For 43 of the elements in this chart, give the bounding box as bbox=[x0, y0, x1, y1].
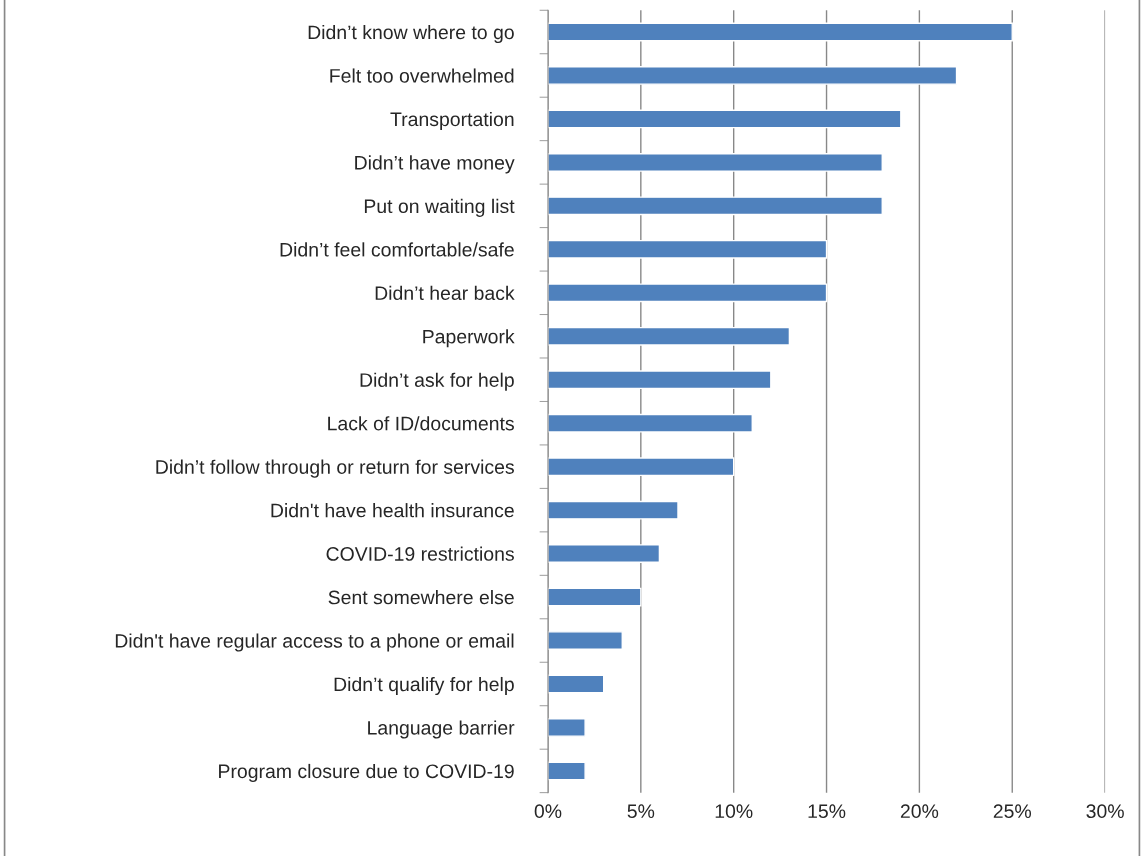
bar bbox=[547, 500, 679, 520]
x-tick-label: 15% bbox=[808, 804, 846, 819]
y-tick-label: Didn’t hear back bbox=[375, 285, 515, 301]
y-tick-label: Didn't have regular access to a phone or email bbox=[115, 633, 514, 652]
bar bbox=[547, 413, 753, 433]
y-tick-label: Paperwork bbox=[423, 329, 515, 348]
x-tick-label: 5% bbox=[627, 804, 655, 819]
bar bbox=[547, 587, 642, 607]
y-tick-label: Put on waiting list bbox=[364, 198, 515, 217]
x-tick-label: 30% bbox=[1086, 804, 1124, 819]
x-tick-label: 25% bbox=[993, 804, 1032, 819]
y-tick-label: Sent somewhere else bbox=[328, 590, 514, 605]
y-tick-label: Transportation bbox=[390, 111, 514, 131]
bar bbox=[547, 761, 586, 781]
x-tick-label: 0% bbox=[534, 804, 562, 819]
y-tick-label: Lack of ID/documents bbox=[328, 416, 514, 431]
bar bbox=[547, 544, 661, 563]
y-tick-label: COVID-19 restrictions bbox=[326, 546, 514, 561]
y-tick-label: Didn’t have money bbox=[355, 155, 515, 174]
bar bbox=[547, 196, 883, 216]
bar bbox=[547, 718, 586, 737]
y-tick-label: Language barrier bbox=[368, 720, 515, 739]
x-tick-label: 10% bbox=[715, 804, 753, 819]
y-tick-label: Didn't have health insurance bbox=[271, 503, 514, 518]
bar bbox=[547, 326, 791, 346]
y-tick-label: Felt too overwhelmed bbox=[330, 68, 514, 83]
y-tick-label: Program closure due to COVID-19 bbox=[219, 763, 514, 782]
y-tick-label: Didn’t feel comfortable/safe bbox=[280, 242, 514, 257]
y-tick-label: Didn’t ask for help bbox=[360, 372, 514, 391]
bar bbox=[547, 66, 958, 85]
x-tick-label: 20% bbox=[900, 804, 939, 819]
bar bbox=[547, 457, 735, 477]
bar bbox=[547, 283, 828, 303]
bar bbox=[547, 631, 623, 650]
bar bbox=[547, 109, 902, 129]
y-tick-label: Didn’t qualify for help bbox=[334, 676, 514, 696]
bar bbox=[547, 22, 1013, 42]
y-tick-label: Didn’t follow through or return for services bbox=[156, 459, 514, 478]
bar bbox=[547, 674, 605, 694]
bar bbox=[547, 239, 828, 259]
bar bbox=[547, 153, 883, 172]
bar bbox=[547, 370, 772, 390]
y-tick-label: Didn’t know where to go bbox=[308, 24, 514, 44]
